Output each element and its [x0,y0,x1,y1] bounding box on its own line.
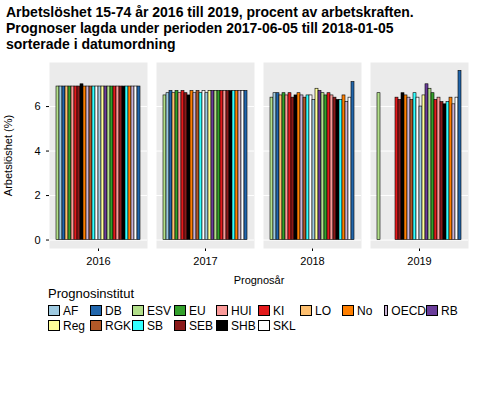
html-text:RB: RB [441,303,458,318]
html-text:SEB: SEB [189,318,213,333]
html-text:AF: AF [63,303,79,318]
svg-text:4: 4 [34,145,40,157]
html-text:No: No [357,303,373,318]
html-text:Arbetslöshet 15-74 år 2016 til: Arbetslöshet 15-74 år 2016 till 2019, pr… [6,4,414,52]
html-text:SHB: SHB [231,318,256,333]
svg-text:0: 0 [34,234,40,246]
svg-text:2019: 2019 [407,255,431,267]
html-text:Reg: Reg [63,318,85,333]
html-text:Prognosinstitut: Prognosinstitut [48,286,134,301]
html-text:HUI: HUI [231,303,252,318]
svg-text:Prognosår: Prognosår [234,274,285,286]
svg-text:2: 2 [34,189,40,201]
html-text:EU: EU [189,303,206,318]
html-text:OECD: OECD [391,303,426,318]
html-text:SKL: SKL [273,318,296,333]
html-text:RGK: RGK [105,318,131,333]
svg-text:2016: 2016 [86,255,110,267]
html-text:DB: DB [105,303,122,318]
svg-text:2017: 2017 [193,255,217,267]
html-text:ESV: ESV [147,303,171,318]
html-text:LO: LO [315,303,331,318]
svg-text:2018: 2018 [300,255,324,267]
svg-text:Arbetslöshet (%): Arbetslöshet (%) [2,115,14,196]
html-text:KI: KI [273,303,285,318]
svg-text:6: 6 [34,100,40,112]
html-text:SB: SB [147,318,163,333]
